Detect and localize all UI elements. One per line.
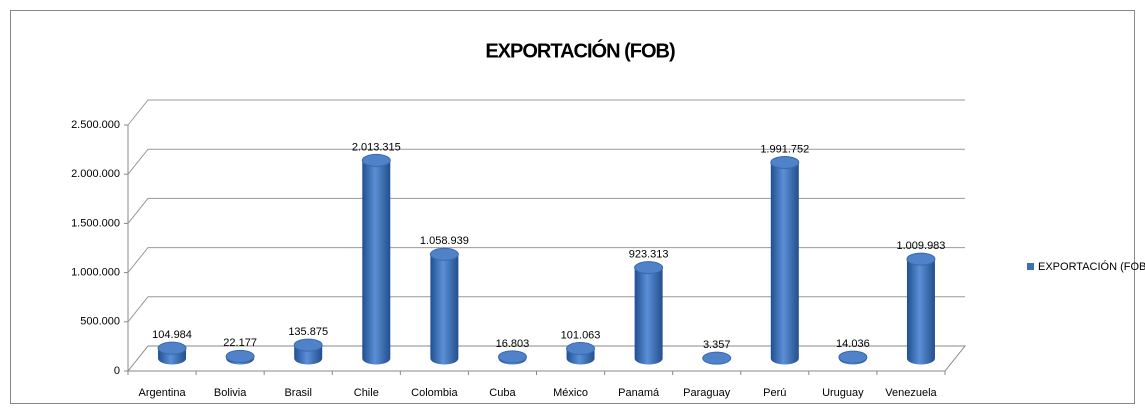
x-tick-label: Brasil <box>284 387 312 399</box>
bar <box>497 350 527 365</box>
bar-body <box>430 254 459 365</box>
bar-top <box>566 342 596 356</box>
bar <box>225 349 255 365</box>
y-tick-label: 500.000 <box>80 316 120 328</box>
bar <box>906 252 936 365</box>
bar-top <box>770 156 800 170</box>
x-tick-label: Panamá <box>618 387 660 399</box>
data-label: 14.036 <box>836 338 870 350</box>
y-tick-label: 1.500.000 <box>71 217 120 229</box>
grid-line <box>127 296 965 323</box>
bar-top <box>157 341 187 355</box>
x-tick-label: Colombia <box>411 387 458 399</box>
bar-top <box>293 338 323 352</box>
bar-top <box>634 261 664 275</box>
x-tick-label: Chile <box>354 387 379 399</box>
chart-title: EXPORTACIÓN (FOB) <box>485 38 675 62</box>
bar <box>293 338 323 365</box>
bar-top <box>429 247 459 261</box>
bar-top <box>225 349 255 363</box>
grid-line <box>127 197 965 224</box>
bar <box>838 350 868 365</box>
bar-body <box>906 259 935 365</box>
bar-top <box>838 350 868 364</box>
data-label: 22.177 <box>223 337 257 349</box>
x-tick-label: Venezuela <box>885 387 937 399</box>
bar <box>429 247 459 365</box>
bar-top <box>361 153 391 167</box>
bar <box>702 351 732 365</box>
bar-top <box>702 351 732 365</box>
data-label: 3.357 <box>703 339 731 351</box>
y-tick-label: 2.500.000 <box>71 119 120 131</box>
x-tick-label: Bolivia <box>214 387 247 399</box>
grid-line <box>127 148 965 175</box>
chart-border <box>10 10 1135 404</box>
legend-label: EXPORTACIÓN (FOB) <box>1038 260 1145 273</box>
grid-line <box>127 247 965 273</box>
data-label: 135.875 <box>288 326 328 338</box>
x-tick-label: Cuba <box>489 387 516 399</box>
y-tick-label: 1.000.000 <box>71 267 120 279</box>
data-label: 1.009.983 <box>896 240 945 252</box>
bar <box>157 341 187 365</box>
legend-swatch <box>1027 263 1034 270</box>
x-tick-label: México <box>553 387 588 399</box>
data-label: 104.984 <box>152 329 192 341</box>
data-label: 1.058.939 <box>420 235 469 247</box>
data-label: 16.803 <box>496 338 530 350</box>
bar-body <box>362 160 391 365</box>
data-label: 101.063 <box>561 329 601 341</box>
bar-top <box>906 252 936 266</box>
bar-top <box>497 350 527 364</box>
bar-body <box>770 162 799 365</box>
bar <box>770 156 800 365</box>
bar <box>634 261 664 365</box>
grid-line <box>127 99 965 126</box>
x-tick-label: Paraguay <box>683 387 731 399</box>
bar <box>361 153 391 365</box>
data-label: 2.013.315 <box>352 141 401 153</box>
data-label: 923.313 <box>629 249 669 261</box>
x-tick-label: Perú <box>763 387 786 399</box>
y-tick-label: 2.000.000 <box>71 168 120 180</box>
bar-body <box>634 267 663 365</box>
y-tick-label: 0 <box>114 365 120 377</box>
x-tick-label: Uruguay <box>822 387 864 399</box>
bar <box>566 342 596 365</box>
x-tick-label: Argentina <box>138 387 186 399</box>
data-label: 1.991.752 <box>760 143 809 155</box>
